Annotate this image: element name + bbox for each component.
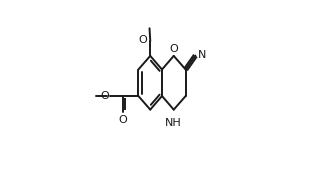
Text: O: O xyxy=(138,35,147,45)
Text: methoxy: methoxy xyxy=(146,25,153,26)
Text: NH: NH xyxy=(165,118,182,127)
Text: methoxy: methoxy xyxy=(146,25,153,26)
Text: N: N xyxy=(198,50,206,60)
Text: O: O xyxy=(169,44,178,54)
Text: O: O xyxy=(119,115,127,125)
Text: O: O xyxy=(100,91,109,101)
